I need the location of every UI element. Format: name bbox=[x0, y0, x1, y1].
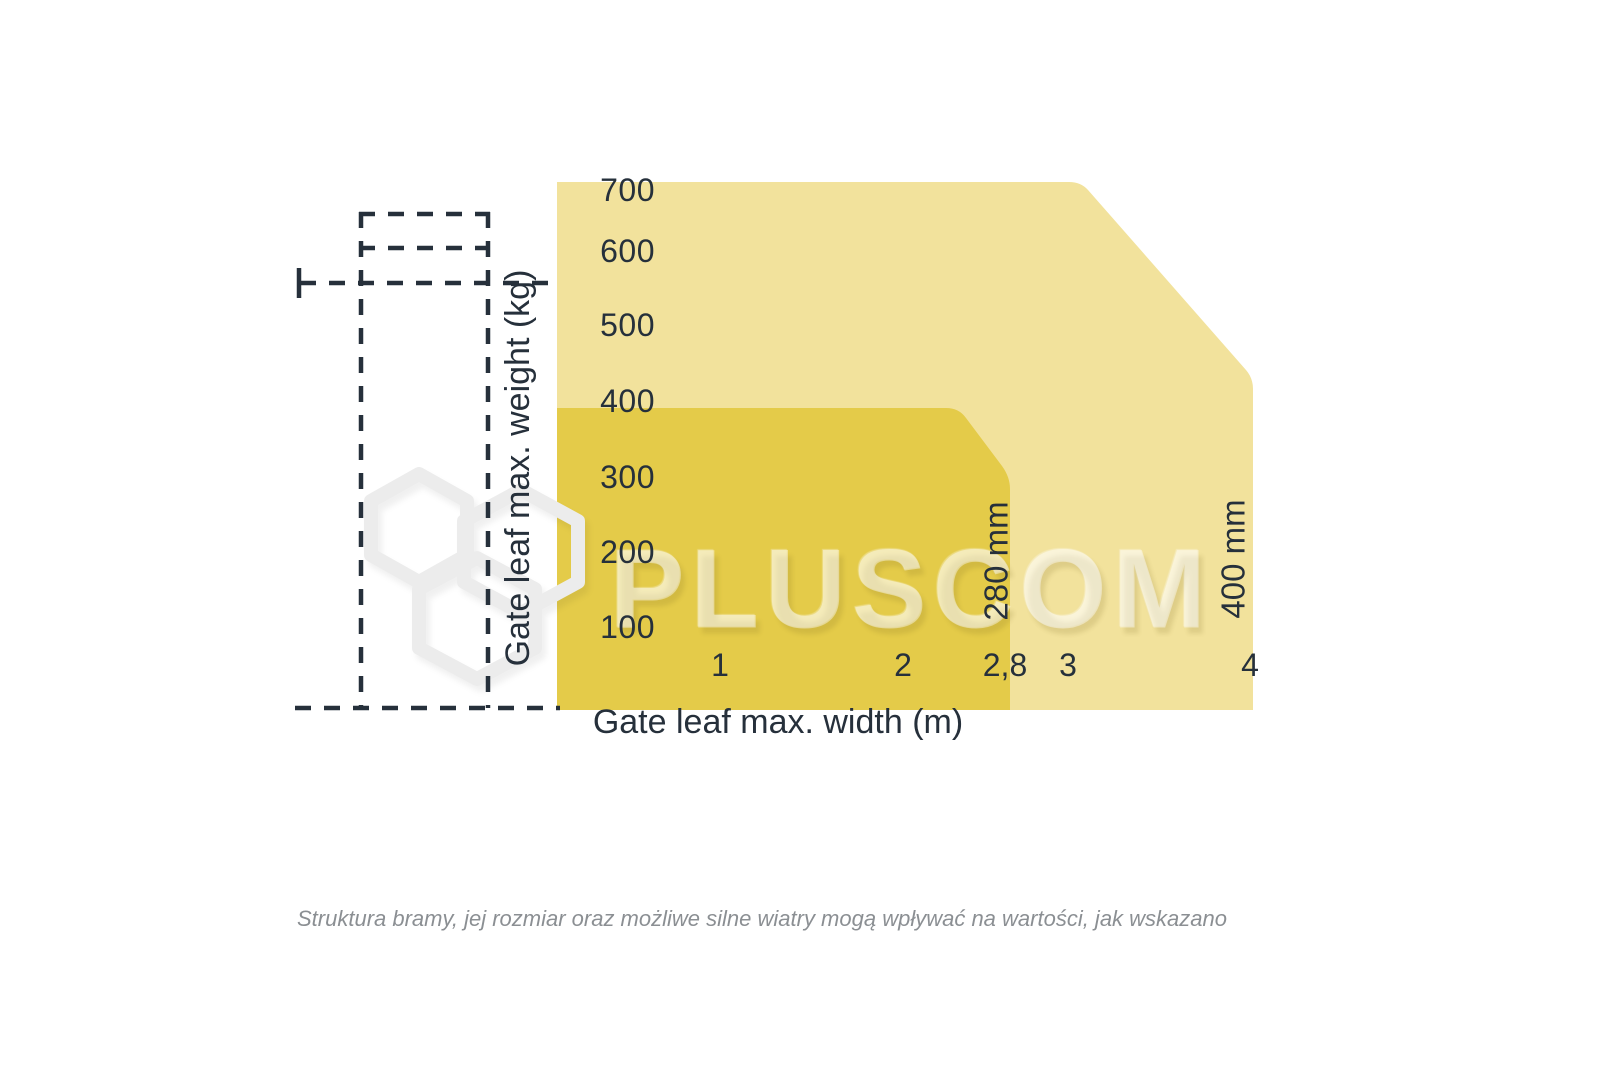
x-tick-4: 4 bbox=[1241, 647, 1259, 683]
region-280mm-area bbox=[557, 408, 1010, 710]
hexagon-icon bbox=[457, 483, 585, 620]
y-tick-200: 200 bbox=[600, 534, 655, 570]
y-tick-100: 100 bbox=[600, 609, 655, 645]
y-tick-500: 500 bbox=[600, 307, 655, 343]
y-tick-700: 700 bbox=[600, 172, 655, 208]
y-tick-400: 400 bbox=[600, 383, 655, 419]
x-tick-3: 3 bbox=[1059, 647, 1077, 683]
hexagon-icon bbox=[412, 551, 542, 686]
x-tick-2-8: 2,8 bbox=[982, 647, 1028, 683]
hexagon-cluster-logo-icon bbox=[364, 467, 585, 686]
region-label-280mm: 280 mm bbox=[977, 501, 1015, 621]
x-tick-1: 1 bbox=[711, 647, 729, 683]
y-tick-600: 600 bbox=[600, 233, 655, 269]
watermark-text: PLUSCOM bbox=[610, 526, 1212, 652]
y-tick-300: 300 bbox=[600, 459, 655, 495]
x-axis-title: Gate leaf max. width (m) bbox=[592, 703, 964, 741]
region-label-400mm: 400 mm bbox=[1214, 499, 1252, 619]
caption-text: Struktura bramy, jej rozmiar oraz możliw… bbox=[296, 906, 1228, 931]
x-tick-2: 2 bbox=[894, 647, 912, 683]
y-axis-title: Gate leaf max. weight (kg) bbox=[499, 269, 537, 667]
